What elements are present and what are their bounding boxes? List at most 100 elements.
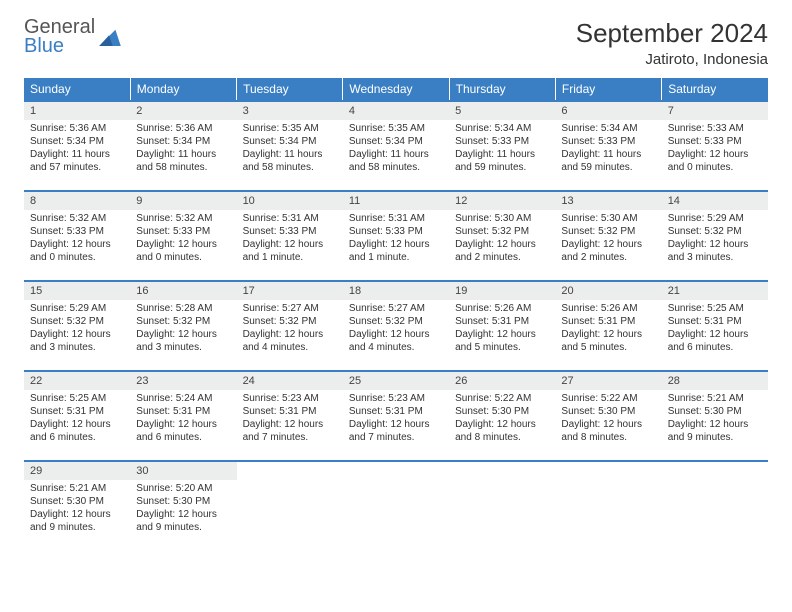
daylight-line: Daylight: 12 hours and 7 minutes.: [349, 418, 443, 444]
sunrise-line: Sunrise: 5:35 AM: [349, 122, 443, 135]
day-number: 5: [449, 102, 555, 120]
calendar-day-cell: 8Sunrise: 5:32 AMSunset: 5:33 PMDaylight…: [24, 191, 130, 281]
daylight-line: Daylight: 12 hours and 0 minutes.: [136, 238, 230, 264]
brand-text: General Blue: [24, 18, 95, 56]
day-number: 4: [343, 102, 449, 120]
daylight-line: Daylight: 12 hours and 9 minutes.: [136, 508, 230, 534]
sunset-line: Sunset: 5:32 PM: [349, 315, 443, 328]
sunrise-line: Sunrise: 5:22 AM: [455, 392, 549, 405]
daylight-line: Daylight: 12 hours and 3 minutes.: [30, 328, 124, 354]
sunrise-line: Sunrise: 5:34 AM: [455, 122, 549, 135]
sunset-line: Sunset: 5:30 PM: [30, 495, 124, 508]
day-details: Sunrise: 5:35 AMSunset: 5:34 PMDaylight:…: [343, 120, 449, 178]
sunset-line: Sunset: 5:31 PM: [243, 405, 337, 418]
day-number: 22: [24, 372, 130, 390]
day-header: Wednesday: [343, 78, 449, 101]
sunset-line: Sunset: 5:32 PM: [243, 315, 337, 328]
sunrise-line: Sunrise: 5:32 AM: [136, 212, 230, 225]
day-number: 29: [24, 462, 130, 480]
day-number: 17: [237, 282, 343, 300]
day-details: Sunrise: 5:25 AMSunset: 5:31 PMDaylight:…: [24, 390, 130, 448]
day-details: Sunrise: 5:22 AMSunset: 5:30 PMDaylight:…: [449, 390, 555, 448]
daylight-line: Daylight: 11 hours and 57 minutes.: [30, 148, 124, 174]
calendar-week-row: 29Sunrise: 5:21 AMSunset: 5:30 PMDayligh…: [24, 461, 768, 551]
sunset-line: Sunset: 5:33 PM: [30, 225, 124, 238]
sunrise-line: Sunrise: 5:36 AM: [30, 122, 124, 135]
calendar-day-cell: 26Sunrise: 5:22 AMSunset: 5:30 PMDayligh…: [449, 371, 555, 461]
daylight-line: Daylight: 11 hours and 58 minutes.: [243, 148, 337, 174]
day-details: Sunrise: 5:20 AMSunset: 5:30 PMDaylight:…: [130, 480, 236, 538]
sunrise-line: Sunrise: 5:26 AM: [455, 302, 549, 315]
brand-triangle-icon: [99, 28, 121, 46]
calendar-week-row: 22Sunrise: 5:25 AMSunset: 5:31 PMDayligh…: [24, 371, 768, 461]
sunrise-line: Sunrise: 5:21 AM: [30, 482, 124, 495]
calendar-day-cell: 23Sunrise: 5:24 AMSunset: 5:31 PMDayligh…: [130, 371, 236, 461]
day-details: Sunrise: 5:31 AMSunset: 5:33 PMDaylight:…: [237, 210, 343, 268]
calendar-week-row: 15Sunrise: 5:29 AMSunset: 5:32 PMDayligh…: [24, 281, 768, 371]
calendar-table: Sunday Monday Tuesday Wednesday Thursday…: [24, 78, 768, 551]
sunrise-line: Sunrise: 5:24 AM: [136, 392, 230, 405]
sunset-line: Sunset: 5:32 PM: [668, 225, 762, 238]
day-number: 9: [130, 192, 236, 210]
sunset-line: Sunset: 5:33 PM: [136, 225, 230, 238]
daylight-line: Daylight: 11 hours and 58 minutes.: [136, 148, 230, 174]
sunset-line: Sunset: 5:33 PM: [455, 135, 549, 148]
sunrise-line: Sunrise: 5:29 AM: [30, 302, 124, 315]
day-number: 28: [662, 372, 768, 390]
sunrise-line: Sunrise: 5:34 AM: [561, 122, 655, 135]
day-number: 26: [449, 372, 555, 390]
calendar-day-cell: 5 Sunrise: 5:34 AMSunset: 5:33 PMDaylight…: [449, 101, 555, 191]
calendar-week-row: 1Sunrise: 5:36 AMSunset: 5:34 PMDaylight…: [24, 101, 768, 191]
calendar-day-cell: 27Sunrise: 5:22 AMSunset: 5:30 PMDayligh…: [555, 371, 661, 461]
calendar-day-cell: 15Sunrise: 5:29 AMSunset: 5:32 PMDayligh…: [24, 281, 130, 371]
day-details: Sunrise: 5:32 AMSunset: 5:33 PMDaylight:…: [130, 210, 236, 268]
calendar-day-cell: 21Sunrise: 5:25 AMSunset: 5:31 PMDayligh…: [662, 281, 768, 371]
day-details: Sunrise: 5:21 AMSunset: 5:30 PMDaylight:…: [24, 480, 130, 538]
calendar-day-cell: 28Sunrise: 5:21 AMSunset: 5:30 PMDayligh…: [662, 371, 768, 461]
day-details: Sunrise: 5:34 AMSunset: 5:33 PMDaylight:…: [555, 120, 661, 178]
day-header: Friday: [555, 78, 661, 101]
calendar-day-cell: 1 Sunrise: 5:36 AMSunset: 5:34 PMDaylight…: [24, 101, 130, 191]
daylight-line: Daylight: 12 hours and 5 minutes.: [561, 328, 655, 354]
sunset-line: Sunset: 5:34 PM: [30, 135, 124, 148]
daylight-line: Daylight: 11 hours and 59 minutes.: [455, 148, 549, 174]
calendar-day-cell: 9Sunrise: 5:32 AMSunset: 5:33 PMDaylight…: [130, 191, 236, 281]
sunrise-line: Sunrise: 5:36 AM: [136, 122, 230, 135]
day-details: Sunrise: 5:26 AMSunset: 5:31 PMDaylight:…: [555, 300, 661, 358]
daylight-line: Daylight: 12 hours and 1 minute.: [349, 238, 443, 264]
day-details: Sunrise: 5:35 AMSunset: 5:34 PMDaylight:…: [237, 120, 343, 178]
day-details: Sunrise: 5:28 AMSunset: 5:32 PMDaylight:…: [130, 300, 236, 358]
location-label: Jatiroto, Indonesia: [576, 51, 768, 68]
calendar-day-cell: [449, 461, 555, 551]
daylight-line: Daylight: 12 hours and 3 minutes.: [668, 238, 762, 264]
sunrise-line: Sunrise: 5:30 AM: [455, 212, 549, 225]
day-number: 2: [130, 102, 236, 120]
sunrise-line: Sunrise: 5:23 AM: [243, 392, 337, 405]
calendar-day-cell: [343, 461, 449, 551]
calendar-day-cell: 17Sunrise: 5:27 AMSunset: 5:32 PMDayligh…: [237, 281, 343, 371]
calendar-day-cell: 6Sunrise: 5:34 AMSunset: 5:33 PMDaylight…: [555, 101, 661, 191]
sunrise-line: Sunrise: 5:26 AM: [561, 302, 655, 315]
sunset-line: Sunset: 5:30 PM: [561, 405, 655, 418]
sunset-line: Sunset: 5:30 PM: [668, 405, 762, 418]
day-number: 21: [662, 282, 768, 300]
day-number: 6: [555, 102, 661, 120]
calendar-day-cell: 30Sunrise: 5:20 AMSunset: 5:30 PMDayligh…: [130, 461, 236, 551]
day-number: 1: [24, 102, 130, 120]
sunset-line: Sunset: 5:32 PM: [136, 315, 230, 328]
day-number: 8: [24, 192, 130, 210]
sunrise-line: Sunrise: 5:31 AM: [349, 212, 443, 225]
day-details: Sunrise: 5:25 AMSunset: 5:31 PMDaylight:…: [662, 300, 768, 358]
daylight-line: Daylight: 12 hours and 5 minutes.: [455, 328, 549, 354]
day-details: Sunrise: 5:32 AMSunset: 5:33 PMDaylight:…: [24, 210, 130, 268]
day-details: Sunrise: 5:27 AMSunset: 5:32 PMDaylight:…: [237, 300, 343, 358]
calendar-day-cell: 16Sunrise: 5:28 AMSunset: 5:32 PMDayligh…: [130, 281, 236, 371]
title-block: September 2024 Jatiroto, Indonesia: [576, 18, 768, 68]
sunrise-line: Sunrise: 5:29 AM: [668, 212, 762, 225]
sunset-line: Sunset: 5:31 PM: [455, 315, 549, 328]
daylight-line: Daylight: 12 hours and 2 minutes.: [455, 238, 549, 264]
day-header: Monday: [130, 78, 236, 101]
sunset-line: Sunset: 5:32 PM: [455, 225, 549, 238]
day-details: Sunrise: 5:22 AMSunset: 5:30 PMDaylight:…: [555, 390, 661, 448]
sunrise-line: Sunrise: 5:25 AM: [30, 392, 124, 405]
